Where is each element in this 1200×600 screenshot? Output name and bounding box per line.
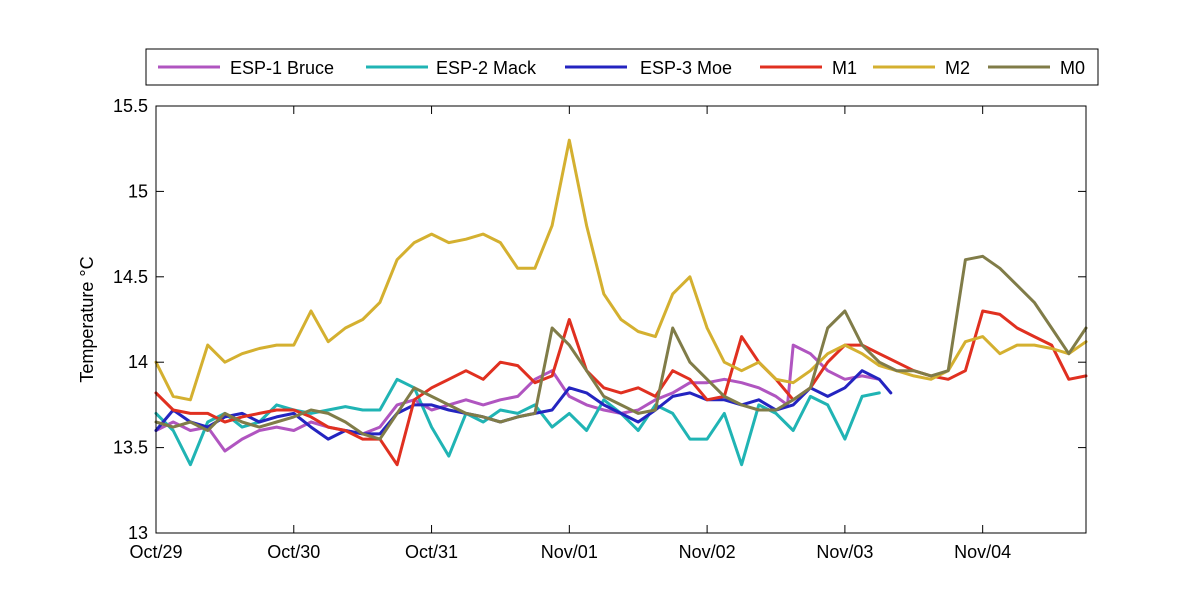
y-tick-label-5: 15.5 [113,96,148,116]
legend-label-0: ESP-1 Bruce [230,58,334,78]
series-layer [154,138,1088,467]
legend-box [145,48,1099,86]
legend-label-5: M0 [1060,58,1085,78]
x-tick-label-4: Nov/02 [679,542,736,562]
y-axis-label: Temperature °C [77,256,97,382]
plot-frame [155,105,1087,534]
legend-label-1: ESP-2 Mack [436,58,537,78]
y-tick-label-0: 13 [128,523,148,543]
series-line-5 [154,254,1088,441]
legend-label-3: M1 [832,58,857,78]
tick-layer: Oct/29 Oct/30 Oct/31 Nov/01 Nov/02 Nov/03 Nov/… [113,96,1086,562]
x-tick-label-6: Nov/04 [954,542,1011,562]
x-tick-label-1: Oct/30 [267,542,320,562]
series-line-3 [154,309,1088,467]
y-tick-label-4: 15 [128,181,148,201]
y-tick-label-3: 14.5 [113,267,148,287]
legend-label-2: ESP-3 Moe [640,58,732,78]
series-line-0 [154,343,881,453]
y-tick-label-2: 14 [128,352,148,372]
series-line-1 [154,377,881,467]
x-tick-label-3: Nov/01 [541,542,598,562]
y-tick-label-1: 13.5 [113,438,148,458]
x-tick-label-0: Oct/29 [129,542,182,562]
legend: ESP-1 Bruce ESP-2 Mack ESP-3 Moe M1 M2 M0 [145,48,1099,86]
x-tick-label-2: Oct/31 [405,542,458,562]
x-tick-label-5: Nov/03 [816,542,873,562]
legend-label-4: M2 [945,58,970,78]
series-line-4 [154,138,1088,402]
